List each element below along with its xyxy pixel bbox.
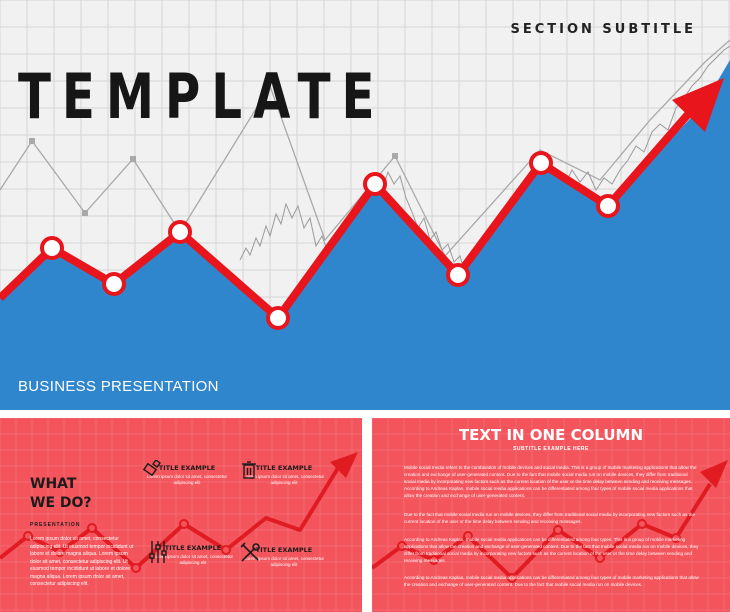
feature-description: Lorem ipsum dolor sit amet, consectetur … — [146, 474, 228, 485]
red-arrow-head — [330, 452, 358, 478]
hero-slide: SECTION SUBTITLE TEMPLATE BUSINESS PRESE… — [0, 0, 730, 410]
red-growth-line — [372, 482, 712, 580]
slide-thumbnail-what-we-do[interactable]: WHAT WE DO? PRESENTATION Lorem ipsum dol… — [0, 418, 362, 612]
feature-description: Lorem ipsum dolor sit amet, consectetur … — [243, 556, 325, 567]
text-column-subtitle: SUBTITLE EXAMPLE HERE — [513, 446, 589, 452]
hero-chart-graphic — [0, 0, 730, 410]
feature-item: TITLE EXAMPLE Lorem ipsum dolor sit amet… — [239, 460, 329, 486]
section-subtitle: SECTION SUBTITLE — [510, 22, 696, 37]
usb-drive-icon — [142, 460, 161, 477]
body-paragraph: According to Andreas Kaplan, mobile soci… — [404, 575, 699, 587]
sliders-icon — [149, 541, 167, 563]
title-line-1: WHAT — [30, 476, 77, 492]
feature-title: TITLE EXAMPLE — [255, 546, 313, 554]
tools-icon — [240, 542, 260, 562]
feature-title: TITLE EXAMPLE — [164, 544, 222, 552]
feature-title: TITLE EXAMPLE — [255, 464, 313, 472]
body-paragraph: Due to the fact that mobile social media… — [404, 512, 696, 524]
page-title: TEMPLATE — [18, 60, 386, 133]
body-paragraph: According to Andreas Kaplan, mobile soci… — [404, 537, 699, 563]
blue-area-fill — [0, 60, 730, 410]
what-we-do-title: WHAT WE DO? — [30, 475, 92, 513]
background-grid — [0, 418, 362, 612]
stock-noise-line — [239, 45, 730, 295]
feature-item: TITLE EXAMPLE Lorem ipsum dolor sit amet… — [148, 540, 238, 566]
feature-description: Lorem ipsum dolor sit amet, consectetur … — [243, 474, 325, 485]
text-column-title: TEXT IN ONE COLUMN — [458, 426, 644, 444]
red-arrow-head — [672, 78, 724, 132]
what-we-do-body: Lorem ipsum dolor sit amet, consectetur … — [30, 536, 134, 587]
feature-description: Lorem ipsum dolor sit amet, consectetur … — [152, 554, 234, 565]
trash-icon — [242, 461, 256, 479]
title-line-2: WE DO? — [30, 495, 92, 511]
feature-item: TITLE EXAMPLE Lorem ipsum dolor sit amet… — [142, 460, 232, 486]
feature-item: TITLE EXAMPLE Lorem ipsum dolor sit amet… — [239, 542, 329, 568]
background-grid — [372, 418, 730, 612]
red-growth-line — [0, 109, 694, 322]
gray-trend-markers — [29, 138, 398, 216]
red-line-markers — [397, 519, 681, 583]
feature-title: TITLE EXAMPLE — [158, 464, 216, 472]
body-paragraph: Mobile social media refers to the combin… — [404, 465, 697, 498]
thumbnail-background-graphic — [372, 418, 730, 612]
what-we-do-subtitle: PRESENTATION — [30, 522, 81, 528]
red-line-markers — [40, 151, 620, 330]
red-line-markers — [23, 519, 231, 573]
slide-thumbnail-text-column[interactable]: TEXT IN ONE COLUMN SUBTITLE EXAMPLE HERE… — [372, 418, 730, 612]
presentation-caption: BUSINESS PRESENTATION — [18, 378, 219, 395]
red-arrow-head — [700, 460, 728, 488]
